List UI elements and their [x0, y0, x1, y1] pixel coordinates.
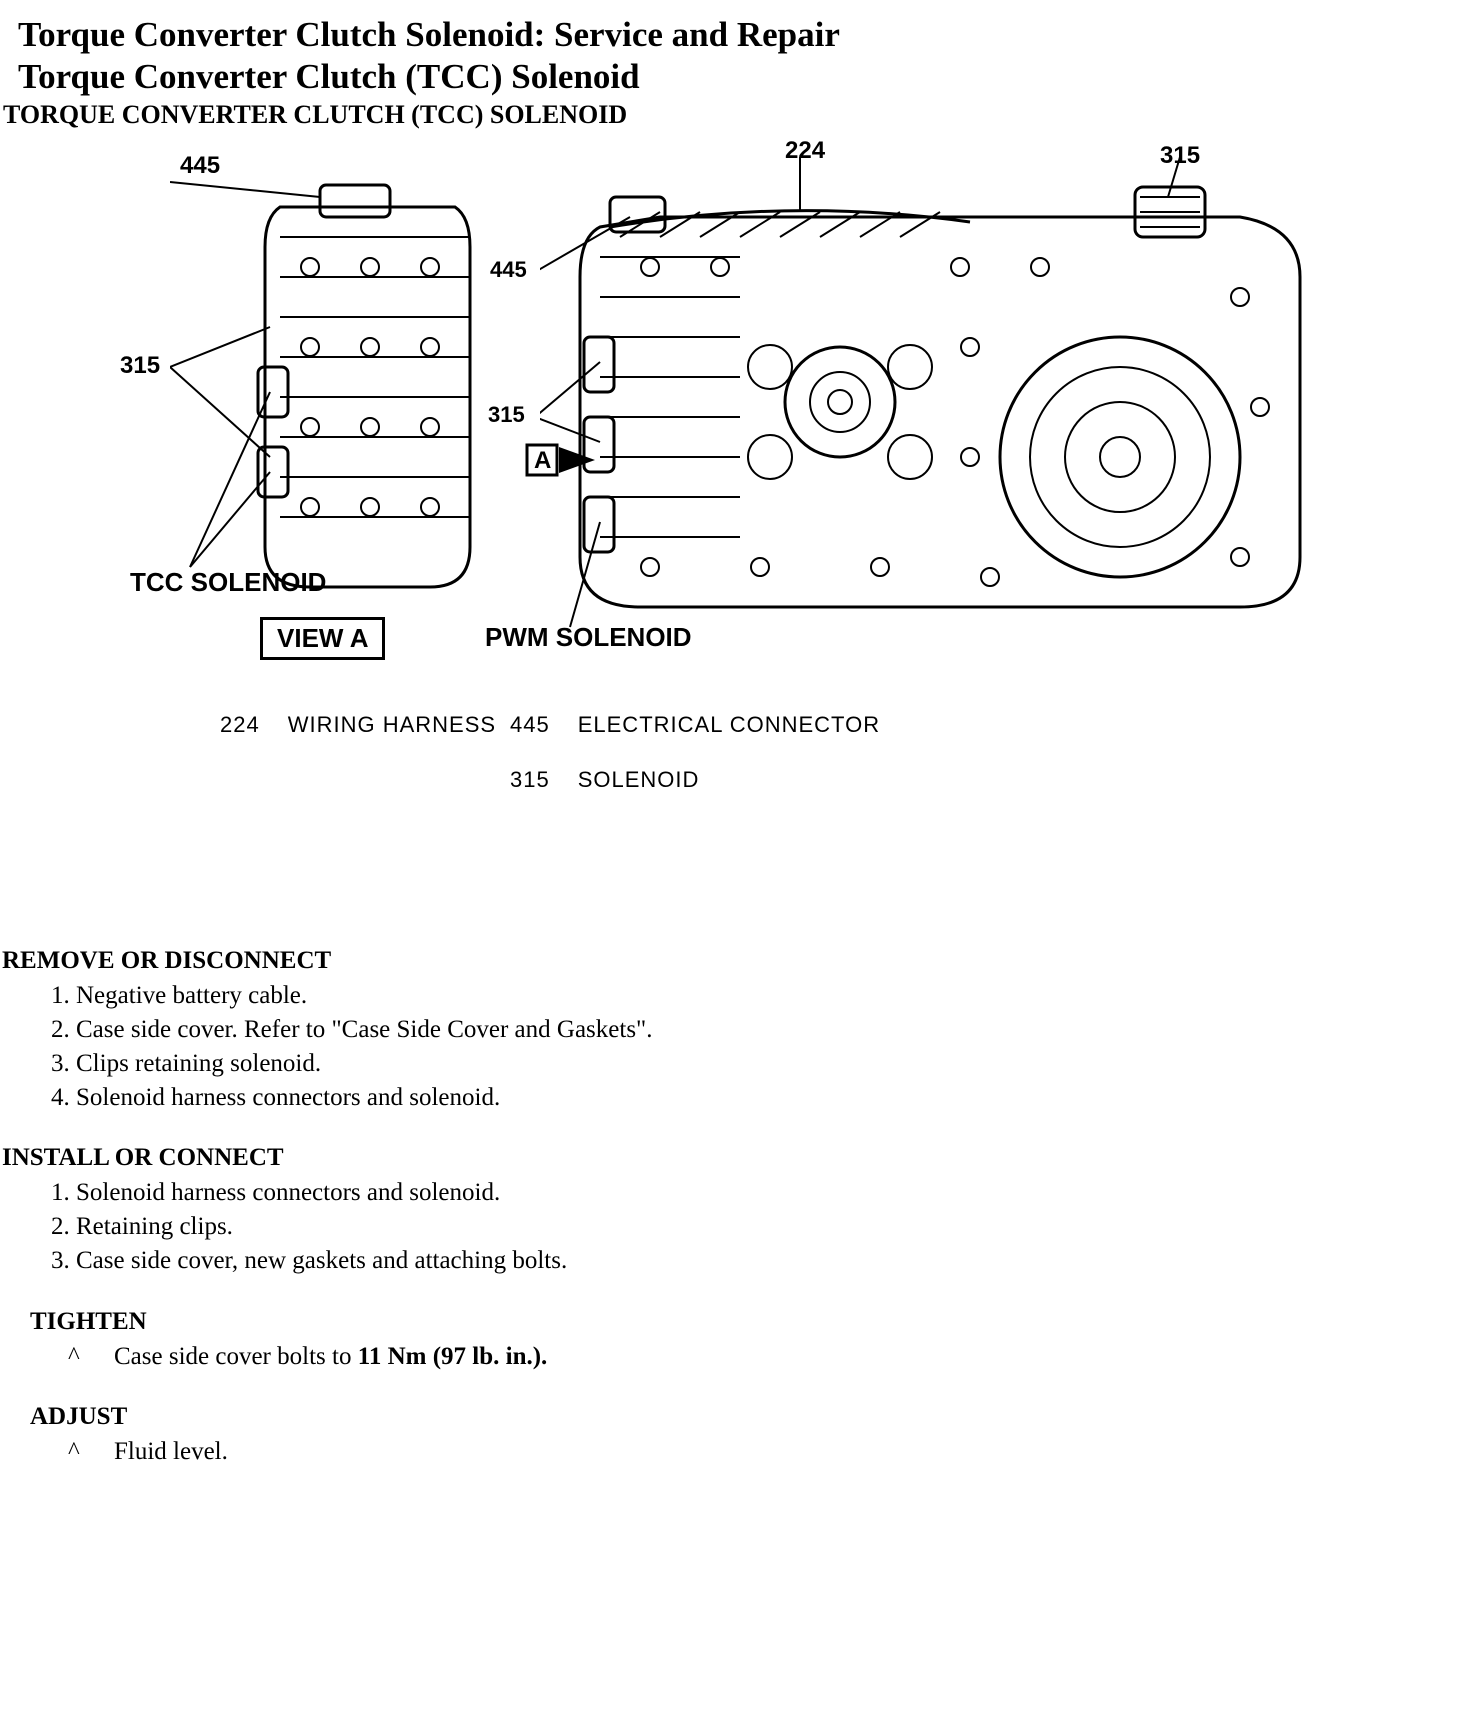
procedures: REMOVE OR DISCONNECT Negative battery ca…	[0, 947, 1467, 1469]
legend-445: 445ELECTRICAL CONNECTOR	[510, 712, 880, 738]
callout-224: 224	[785, 137, 825, 165]
heading-install: INSTALL OR CONNECT	[2, 1144, 1467, 1172]
diagram-right-svg	[540, 157, 1340, 677]
list-item: Fluid level.	[68, 1435, 1467, 1469]
svg-text:A: A	[534, 447, 551, 474]
list-item: Clips retaining solenoid.	[76, 1047, 1467, 1081]
callout-445-left: 445	[180, 152, 220, 180]
steps-install: Solenoid harness connectors and solenoid…	[46, 1176, 1467, 1277]
list-item: Case side cover. Refer to "Case Side Cov…	[76, 1013, 1467, 1047]
legend-315: 315SOLENOID	[510, 767, 699, 793]
view-arrow: A	[525, 437, 605, 494]
section-title: TORQUE CONVERTER CLUTCH (TCC) SOLENOID	[3, 100, 1467, 130]
callout-pwm-solenoid: PWM SOLENOID	[485, 622, 692, 653]
heading-adjust: ADJUST	[30, 1403, 1467, 1431]
exploded-diagram: A 445 315 TCC SOLENOID VIEW A 445 224 31…	[120, 147, 1320, 867]
legend-224: 224WIRING HARNESS	[220, 712, 496, 738]
list-item: Retaining clips.	[76, 1210, 1467, 1244]
list-item: Case side cover bolts to 11 Nm (97 lb. i…	[68, 1340, 1467, 1374]
callout-445-right: 445	[490, 257, 527, 283]
steps-remove: Negative battery cable. Case side cover.…	[46, 979, 1467, 1114]
heading-remove: REMOVE OR DISCONNECT	[2, 947, 1467, 975]
list-item: Case side cover, new gaskets and attachi…	[76, 1244, 1467, 1278]
list-item: Negative battery cable.	[76, 979, 1467, 1013]
items-adjust: Fluid level.	[68, 1435, 1467, 1469]
view-a-box: VIEW A	[260, 617, 385, 660]
items-tighten: Case side cover bolts to 11 Nm (97 lb. i…	[68, 1340, 1467, 1374]
callout-315-left: 315	[120, 352, 160, 380]
page-title: Torque Converter Clutch Solenoid: Servic…	[18, 15, 1467, 55]
heading-tighten: TIGHTEN	[30, 1308, 1467, 1336]
list-item: Solenoid harness connectors and solenoid…	[76, 1081, 1467, 1115]
subject-title: Torque Converter Clutch (TCC) Solenoid	[18, 57, 1467, 97]
callout-tcc-solenoid: TCC SOLENOID	[130, 567, 326, 598]
callout-315-right-mid: 315	[488, 402, 525, 428]
callout-315-right-top: 315	[1160, 142, 1200, 170]
list-item: Solenoid harness connectors and solenoid…	[76, 1176, 1467, 1210]
